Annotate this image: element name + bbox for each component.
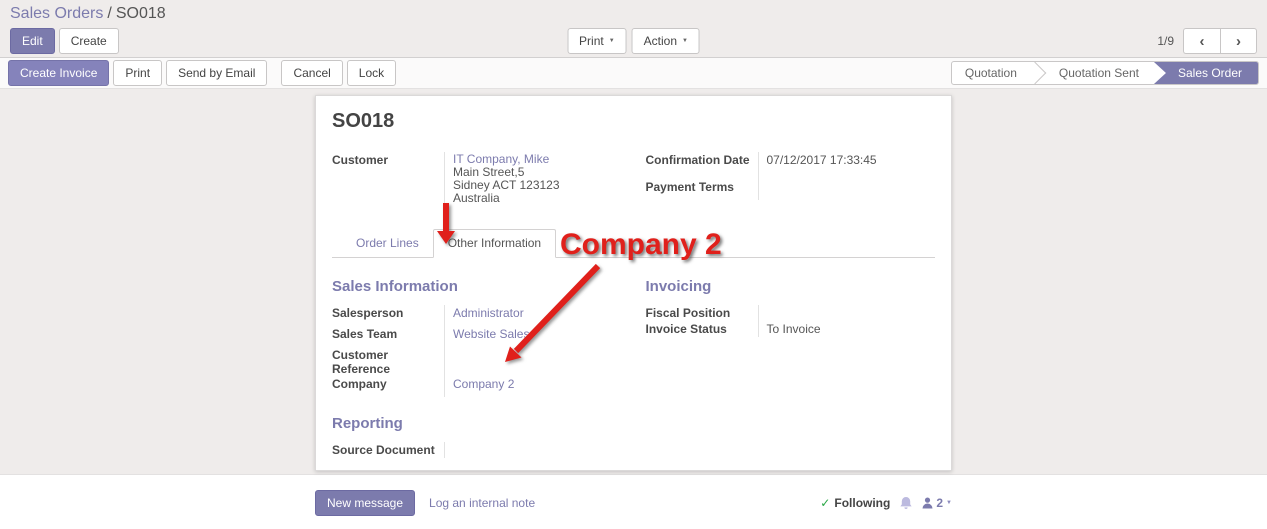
bell-icon[interactable]: [900, 496, 912, 510]
confirmation-date-field: Confirmation Date 07/12/2017 17:33:45: [646, 152, 936, 179]
breadcrumb-separator: /: [107, 5, 112, 22]
state-sales-order[interactable]: Sales Order: [1153, 62, 1258, 84]
section-heading: Invoicing: [645, 278, 712, 295]
chatter: New message Log an internal note ✓ Follo…: [0, 474, 1267, 529]
status-pipeline: Quotation Quotation Sent Sales Order: [950, 61, 1259, 85]
pager-next-button[interactable]: ›: [1220, 28, 1257, 54]
customer-address-line: Main Street,5: [453, 165, 525, 179]
edit-button[interactable]: Edit: [10, 28, 55, 54]
breadcrumb-record: SO018: [115, 5, 166, 22]
salesperson-field: Salesperson Administrator: [332, 305, 622, 326]
source-document-field: Source Document: [332, 442, 935, 458]
statusbar: Create Invoice Print Send by Email Cance…: [0, 57, 1267, 89]
header-right-fields: Confirmation Date 07/12/2017 17:33:45 Pa…: [646, 152, 936, 206]
record-title: SO018: [332, 110, 395, 132]
sheet: SO018 Customer IT Company, Mike Main Str…: [315, 95, 952, 471]
customer-address-line: Sidney ACT 123123: [453, 178, 560, 192]
sales-team-field: Sales Team Website Sales: [332, 326, 622, 347]
section-heading: Sales Information: [332, 278, 458, 295]
section-heading: Reporting: [332, 415, 403, 432]
reporting-section: Reporting Source Document: [332, 415, 935, 458]
confirmation-date-value: 07/12/2017 17:33:45: [757, 152, 936, 179]
check-icon: ✓: [820, 496, 831, 510]
control-panel: Sales Orders / SO018 Edit Create Print ▼ Ac…: [0, 0, 1267, 57]
invoicing-section: Invoicing Fiscal Position Invoice Status…: [646, 278, 936, 397]
payment-terms-value[interactable]: [757, 179, 936, 200]
send-by-email-button[interactable]: Send by Email: [166, 60, 268, 86]
customer-field: Customer IT Company, Mike Main Street,5 …: [332, 152, 622, 206]
caret-down-icon: ▼: [608, 38, 615, 44]
tab-other-information[interactable]: Other Information: [432, 229, 557, 258]
cancel-button[interactable]: Cancel: [281, 60, 343, 86]
user-icon: [922, 497, 933, 509]
caret-down-icon: ▼: [946, 500, 952, 506]
form-view: SO018 Customer IT Company, Mike Main Str…: [0, 89, 1267, 474]
sales-team-link[interactable]: Website Sales: [453, 327, 530, 341]
customer-label: Customer: [332, 153, 389, 167]
company-field: Company Company 2: [332, 376, 622, 397]
invoice-status-field: Invoice Status To Invoice: [646, 321, 936, 337]
customer-link[interactable]: IT Company, Mike: [453, 152, 550, 166]
state-quotation[interactable]: Quotation: [964, 66, 1017, 80]
customer-address-line: Australia: [453, 191, 500, 205]
print-action-group: Print ▼ Action ▼: [567, 28, 700, 54]
tab-order-lines[interactable]: Order Lines: [356, 236, 419, 250]
company-link[interactable]: Company 2: [453, 377, 515, 391]
followers-dropdown[interactable]: 2 ▼: [922, 496, 952, 510]
create-invoice-button[interactable]: Create Invoice: [8, 60, 110, 86]
chevron-right-icon: [1030, 62, 1046, 84]
fiscal-position-field: Fiscal Position: [646, 305, 936, 321]
action-dropdown[interactable]: Action ▼: [631, 28, 700, 54]
customer-reference-value[interactable]: [444, 347, 622, 376]
breadcrumb: Sales Orders / SO018: [10, 5, 1257, 23]
payment-terms-field: Payment Terms: [646, 179, 936, 200]
print-dropdown[interactable]: Print ▼: [567, 28, 627, 54]
log-internal-note-link[interactable]: Log an internal note: [429, 496, 536, 510]
follower-count: 2: [936, 496, 944, 510]
source-document-value[interactable]: [444, 442, 935, 458]
sales-information-section: Sales Information Salesperson Administra…: [332, 278, 622, 397]
following-toggle[interactable]: ✓ Following: [820, 496, 891, 510]
new-message-button[interactable]: New message: [315, 490, 416, 516]
customer-reference-field: Customer Reference: [332, 347, 622, 376]
other-information-pane: Sales Information Salesperson Administra…: [332, 258, 936, 470]
edit-create-group: Edit Create: [10, 28, 119, 54]
notebook-tabs: Order Lines Other Information: [332, 229, 935, 258]
create-button[interactable]: Create: [58, 28, 119, 54]
caret-down-icon: ▼: [682, 38, 688, 44]
pager: 1/9 ‹ ›: [1157, 28, 1257, 54]
breadcrumb-sales-orders[interactable]: Sales Orders: [10, 5, 104, 22]
invoice-status-value: To Invoice: [757, 321, 936, 337]
pager-previous-button[interactable]: ‹: [1183, 28, 1220, 54]
state-quotation-sent[interactable]: Quotation Sent: [1058, 66, 1139, 80]
salesperson-link[interactable]: Administrator: [453, 306, 524, 320]
lock-button[interactable]: Lock: [346, 60, 397, 86]
pager-value: 1/9: [1157, 34, 1174, 48]
fiscal-position-value[interactable]: [757, 305, 936, 321]
print-button[interactable]: Print: [113, 60, 163, 86]
